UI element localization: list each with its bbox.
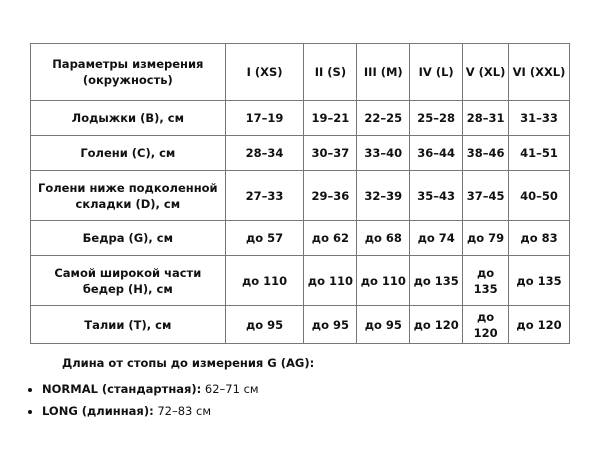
table-cell: 41–51	[508, 135, 570, 171]
table-row: Самой широкой части бедер (H), см до 110 д…	[30, 255, 570, 306]
table-cell: до 120	[409, 305, 464, 344]
table-cell: Голени (C), см	[30, 135, 226, 171]
table-cell: до 110	[303, 255, 358, 306]
table-cell: Голени ниже подколенной складки (D), см	[30, 170, 226, 221]
header-cell: III (M)	[356, 43, 411, 101]
table-cell: 28–34	[224, 135, 305, 171]
header-cell: I (XS)	[224, 43, 305, 101]
table-row: Талии (T), см до 95 до 95 до 95 до 120 до 120…	[30, 305, 570, 344]
table-cell: 36–44	[409, 135, 464, 171]
table-cell: 35–43	[409, 170, 464, 221]
table-cell: 30–37	[303, 135, 358, 171]
header-cell: Параметры измерения (окружность)	[30, 43, 226, 101]
table-cell: до 135	[409, 255, 464, 306]
list-item: NORMAL (стандартная): 62–71 см	[42, 378, 259, 400]
table-cell: 33–40	[356, 135, 411, 171]
table-row: Голени (C), см 28–34 30–37 33–40 36–44 38–46 4…	[30, 135, 570, 171]
table-cell: до 135	[508, 255, 570, 306]
table-cell: до 135	[462, 255, 510, 306]
header-cell: V (XL)	[462, 43, 510, 101]
table-cell: Бедра (G), см	[30, 220, 226, 256]
table-cell: Лодыжки (B), см	[30, 100, 226, 136]
table-cell: 38–46	[462, 135, 510, 171]
length-note: Длина от стопы до измерения G (AG):	[62, 356, 315, 370]
table-cell: 17–19	[224, 100, 305, 136]
table-row: Голени ниже подколенной складки (D), см 2…	[30, 170, 570, 221]
table-cell: до 74	[409, 220, 464, 256]
table-cell: до 83	[508, 220, 570, 256]
length-list: NORMAL (стандартная): 62–71 см LONG (дли…	[22, 378, 259, 422]
header-cell: IV (L)	[409, 43, 464, 101]
table-cell: 19–21	[303, 100, 358, 136]
table-cell: 37–45	[462, 170, 510, 221]
table-cell: 32–39	[356, 170, 411, 221]
table-cell: 29–36	[303, 170, 358, 221]
table-cell: 28–31	[462, 100, 510, 136]
table-row: Бедра (G), см до 57 до 62 до 68 до 74 до 79 до…	[30, 220, 570, 256]
header-cell: VI (XXL)	[508, 43, 570, 101]
table-cell: Самой широкой части бедер (H), см	[30, 255, 226, 306]
table-cell: до 79	[462, 220, 510, 256]
table-cell: до 68	[356, 220, 411, 256]
table-cell: 31–33	[508, 100, 570, 136]
size-table: Параметры измерения (окружность) I (XS) II…	[30, 43, 570, 344]
table-cell: 25–28	[409, 100, 464, 136]
table-cell: до 110	[224, 255, 305, 306]
table-cell: до 95	[224, 305, 305, 344]
list-item: LONG (длинная): 72–83 см	[42, 400, 259, 422]
header-cell: II (S)	[303, 43, 358, 101]
table-cell: 22–25	[356, 100, 411, 136]
table-row: Лодыжки (B), см 17–19 19–21 22–25 25–28 28–31…	[30, 100, 570, 136]
table-cell: до 57	[224, 220, 305, 256]
table-cell: до 110	[356, 255, 411, 306]
table-cell: до 95	[356, 305, 411, 344]
table-cell: до 120	[508, 305, 570, 344]
table-cell: до 120	[462, 305, 510, 344]
table-cell: Талии (T), см	[30, 305, 226, 344]
header-row: Параметры измерения (окружность) I (XS) II…	[30, 43, 570, 101]
table-cell: 40–50	[508, 170, 570, 221]
table-cell: до 95	[303, 305, 358, 344]
table-cell: до 62	[303, 220, 358, 256]
table-cell: 27–33	[224, 170, 305, 221]
